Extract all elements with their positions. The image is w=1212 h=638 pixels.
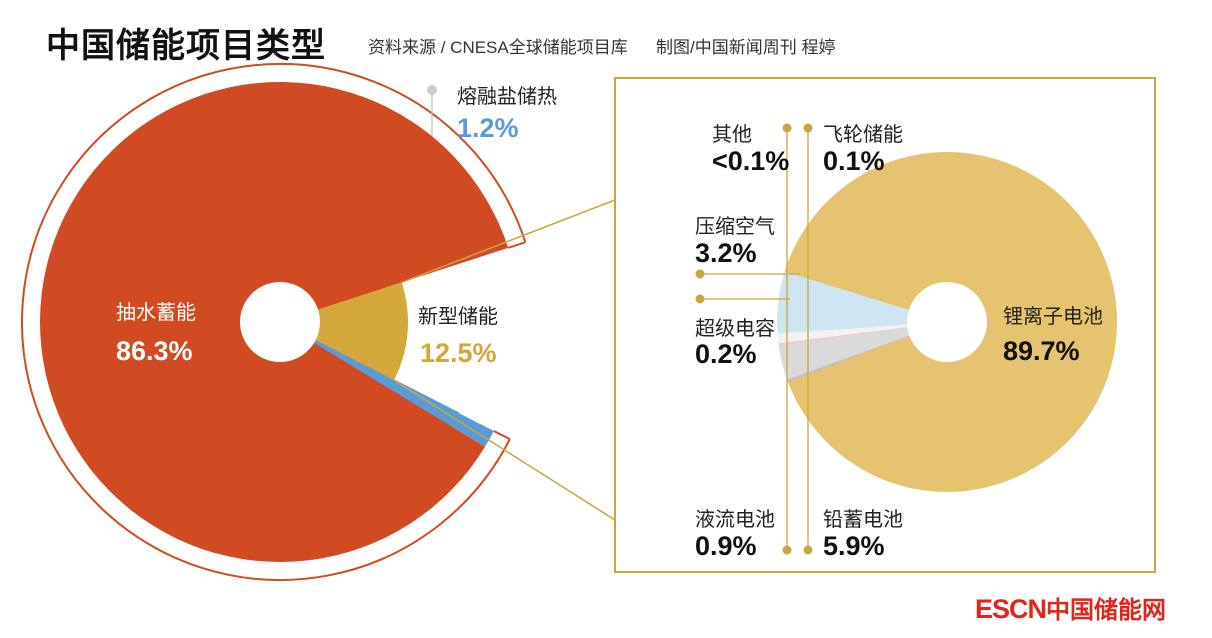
lead-acid-label: 铅蓄电池 xyxy=(823,509,903,531)
molten-salt-label: 熔融盐储热 xyxy=(457,86,557,108)
inset-pie-slice-2 xyxy=(777,322,947,344)
outer-ring-arc xyxy=(21,63,527,581)
logo-en: ESCN xyxy=(975,594,1047,624)
new-storage-value: 12.5% xyxy=(420,338,497,368)
inset-pie-slice-6 xyxy=(787,322,947,382)
pumped-storage-value: 86.3% xyxy=(116,336,193,366)
connector-bottom xyxy=(393,379,616,521)
compressed-air-value: 3.2% xyxy=(695,238,757,268)
pumped-storage-label: 抽水蓄能 xyxy=(116,302,196,324)
new-storage-label: 新型储能 xyxy=(418,306,498,328)
logo-cn: 中国储能网 xyxy=(1046,597,1167,624)
inset-leader-dot-bottom-0 xyxy=(782,545,792,555)
flow-battery-value: 0.9% xyxy=(695,531,757,561)
inset-pie-slice-4 xyxy=(778,322,947,379)
inset-pie-slice-3 xyxy=(778,322,947,346)
inset-leader-dot-top-0 xyxy=(782,123,792,133)
inset-pie-slice-5 xyxy=(786,322,947,381)
page-title: 中国储能项目类型 xyxy=(46,27,326,65)
inset-leader-air-dot xyxy=(695,269,705,279)
outer-ring-end-start xyxy=(507,241,526,249)
flow-battery-label: 液流电池 xyxy=(695,509,775,531)
li-ion-value: 89.7% xyxy=(1003,336,1080,366)
molten-salt-dot xyxy=(427,85,437,95)
compressed-air-label: 压缩空气 xyxy=(695,216,775,238)
outer-ring-end-end xyxy=(493,430,511,441)
other-value: <0.1% xyxy=(712,146,790,176)
inset-frame xyxy=(614,77,1156,573)
other-label: 其他 xyxy=(712,124,752,146)
inset-leader-dot-top-1 xyxy=(803,123,813,133)
main-pie-hole xyxy=(240,282,320,362)
main-pie-slice-2 xyxy=(280,282,408,381)
flywheel-label: 飞轮储能 xyxy=(823,124,903,146)
chart-credit: 制图/中国新闻周刊 程婷 xyxy=(656,38,836,57)
inset-leader-dot-bottom-1 xyxy=(803,545,813,555)
inset-leader-super-dot xyxy=(695,294,705,304)
inset-pie-slice-1 xyxy=(777,271,947,334)
supercapacitor-label: 超级电容 xyxy=(695,318,775,340)
flywheel-value: 0.1% xyxy=(823,146,885,176)
li-ion-label: 锂离子电池 xyxy=(1003,306,1103,328)
inset-pie-hole xyxy=(907,282,987,362)
lead-acid-value: 5.9% xyxy=(823,531,885,561)
supercapacitor-value: 0.2% xyxy=(695,339,757,369)
connector-top xyxy=(401,199,616,284)
connector-lines xyxy=(393,123,813,555)
main-pie-slice-1 xyxy=(280,322,494,447)
data-source: 资料来源 / CNESA全球储能项目库 xyxy=(368,38,628,57)
escn-logo: ESCN中国储能网 xyxy=(975,590,1166,625)
molten-salt-value: 1.2% xyxy=(457,113,519,143)
